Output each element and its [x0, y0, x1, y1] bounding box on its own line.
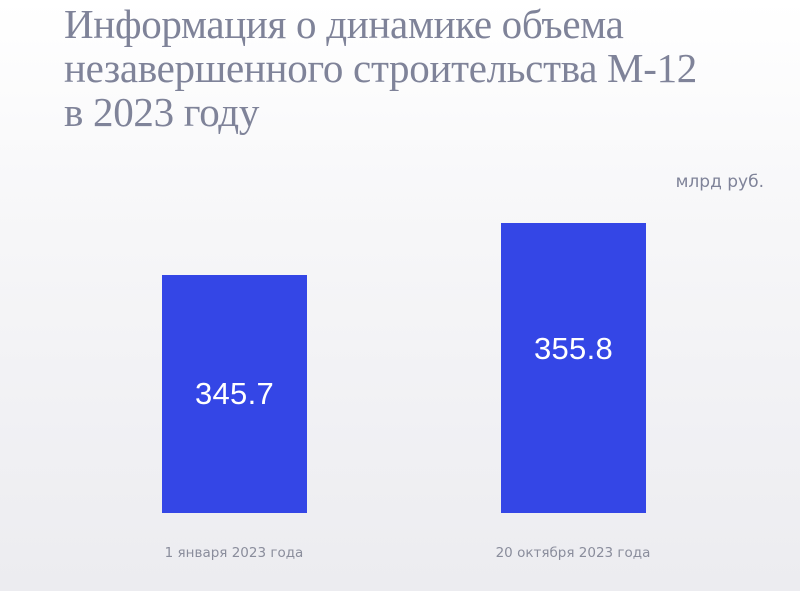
title-line-1: Информация о динамике объема: [64, 1, 624, 47]
x-axis-label: 1 января 2023 года: [164, 545, 304, 561]
title-line-2: незавершенного строительства М-12: [64, 45, 697, 91]
unit-label: млрд руб.: [675, 172, 764, 192]
bar-value-label: 355.8: [533, 331, 614, 366]
bar-jan-2023: 345.7: [162, 275, 307, 513]
bar-value-label: 345.7: [194, 376, 275, 411]
title-line-3: в 2023 году: [64, 89, 260, 135]
bar-oct-2023: 355.8: [501, 223, 646, 513]
x-axis-label: 20 октября 2023 года: [495, 545, 651, 561]
page-title: Информация о динамике объема незавершенн…: [64, 2, 784, 134]
